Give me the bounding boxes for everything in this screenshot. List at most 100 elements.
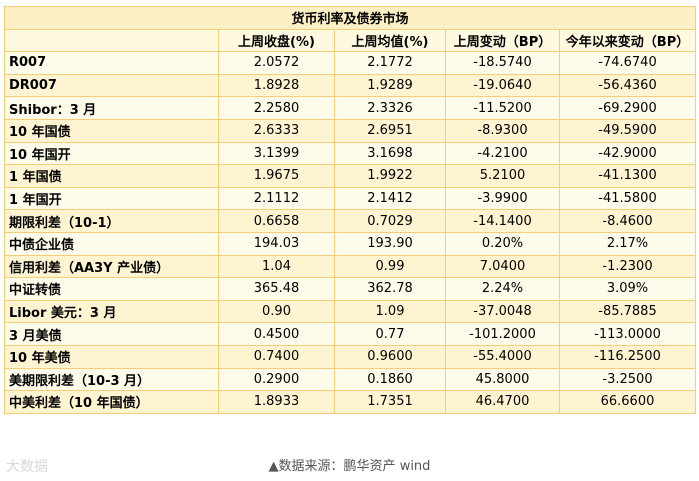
- value-cell: -101.2000: [445, 322, 560, 346]
- value-cell: 5.2100: [445, 164, 560, 188]
- source-footer: ▲数据来源：鹏华资产 wind: [268, 459, 431, 474]
- value-cell: 1.09: [334, 299, 446, 324]
- table-row: DR007 1.8928 1.9289 -19.0640 -56.4360: [4, 73, 696, 98]
- table-row: 3 月美债 0.4500 0.77 -101.2000 -113.0000: [4, 322, 696, 346]
- row-label: 1 年国债: [4, 164, 219, 188]
- value-cell: 0.6658: [218, 209, 335, 233]
- row-label: DR007: [4, 73, 219, 98]
- value-cell: 2.6951: [334, 118, 446, 143]
- value-cell: 45.8000: [445, 367, 560, 392]
- value-cell: -4.2100: [445, 141, 560, 166]
- table-title-row: 货币利率及债券市场: [4, 6, 696, 30]
- value-cell: 365.48: [218, 277, 335, 301]
- table-row: 中美利差（10 年国债） 1.8933 1.7351 46.4700 66.6600: [4, 390, 696, 414]
- value-cell: -113.0000: [559, 322, 696, 346]
- value-cell: -56.4360: [559, 73, 696, 98]
- value-cell: 66.6600: [559, 390, 696, 414]
- value-cell: -11.5200: [445, 96, 560, 120]
- row-label: 信用利差（AA3Y 产业债）: [4, 254, 219, 279]
- header-cell: 今年以来变动（BP）: [559, 28, 696, 53]
- value-cell: -1.2300: [559, 254, 696, 279]
- table-row: 10 年美债 0.7400 0.9600 -55.4000 -116.2500: [4, 344, 696, 369]
- row-label: 中美利差（10 年国债）: [4, 390, 219, 414]
- value-cell: -41.1300: [559, 164, 696, 188]
- value-cell: 0.99: [334, 254, 446, 279]
- value-cell: 0.2900: [218, 367, 335, 392]
- value-cell: 2.1112: [218, 186, 335, 211]
- table-row: 1 年国债 1.9675 1.9922 5.2100 -41.1300: [4, 164, 696, 188]
- value-cell: 0.7400: [218, 344, 335, 369]
- table-row: 1 年国开 2.1112 2.1412 -3.9900 -41.5800: [4, 186, 696, 211]
- value-cell: 2.0572: [218, 51, 335, 75]
- value-cell: 2.1772: [334, 51, 446, 75]
- row-label: 中债企业债: [4, 231, 219, 256]
- table-row: 中债企业债 194.03 193.90 0.20% 2.17%: [4, 231, 696, 256]
- value-cell: 1.8933: [218, 390, 335, 414]
- value-cell: 1.04: [218, 254, 335, 279]
- value-cell: 0.1860: [334, 367, 446, 392]
- value-cell: -37.0048: [445, 299, 560, 324]
- value-cell: 1.9922: [334, 164, 446, 188]
- row-label: 3 月美债: [4, 322, 219, 346]
- value-cell: 2.1412: [334, 186, 446, 211]
- value-cell: -3.9900: [445, 186, 560, 211]
- row-label: Shibor：3 月: [4, 96, 219, 120]
- row-label: Libor 美元：3 月: [4, 299, 219, 324]
- value-cell: 193.90: [334, 231, 446, 256]
- value-cell: 0.9600: [334, 344, 446, 369]
- value-cell: -42.9000: [559, 141, 696, 166]
- watermark: 大数据: [6, 459, 48, 475]
- value-cell: 2.24%: [445, 277, 560, 301]
- row-label: 10 年国开: [4, 141, 219, 166]
- value-cell: -74.6740: [559, 51, 696, 75]
- value-cell: -14.1400: [445, 209, 560, 233]
- table-row: R007 2.0572 2.1772 -18.5740 -74.6740: [4, 51, 696, 75]
- value-cell: 2.17%: [559, 231, 696, 256]
- value-cell: 1.7351: [334, 390, 446, 414]
- value-cell: 0.7029: [334, 209, 446, 233]
- row-label: 1 年国开: [4, 186, 219, 211]
- value-cell: 7.0400: [445, 254, 560, 279]
- value-cell: 0.20%: [445, 231, 560, 256]
- row-label: 中证转债: [4, 277, 219, 301]
- value-cell: 1.8928: [218, 73, 335, 98]
- row-label: 期限利差（10-1）: [4, 209, 219, 233]
- value-cell: -3.2500: [559, 367, 696, 392]
- table-row: Shibor：3 月 2.2580 2.3326 -11.5200 -69.2900: [4, 96, 696, 120]
- table-row: 中证转债 365.48 362.78 2.24% 3.09%: [4, 277, 696, 301]
- header-cell-blank: [4, 28, 219, 53]
- value-cell: 0.77: [334, 322, 446, 346]
- table-row: 期限利差（10-1） 0.6658 0.7029 -14.1400 -8.4600: [4, 209, 696, 233]
- rates-table: 货币利率及债券市场 上周收盘(%) 上周均值(%) 上周变动（BP） 今年以来变动（B…: [4, 6, 696, 414]
- header-cell: 上周变动（BP）: [445, 28, 560, 53]
- table-row: Libor 美元：3 月 0.90 1.09 -37.0048 -85.7885: [4, 299, 696, 324]
- table-header-row: 上周收盘(%) 上周均值(%) 上周变动（BP） 今年以来变动（BP）: [4, 28, 696, 53]
- value-cell: 0.90: [218, 299, 335, 324]
- row-label: 10 年国债: [4, 118, 219, 143]
- value-cell: 0.4500: [218, 322, 335, 346]
- value-cell: 3.1698: [334, 141, 446, 166]
- header-cell: 上周收盘(%): [218, 28, 335, 53]
- value-cell: -19.0640: [445, 73, 560, 98]
- value-cell: 2.2580: [218, 96, 335, 120]
- row-label: R007: [4, 51, 219, 75]
- value-cell: 1.9675: [218, 164, 335, 188]
- value-cell: 194.03: [218, 231, 335, 256]
- value-cell: 362.78: [334, 277, 446, 301]
- table-row: 美期限利差（10-3 月） 0.2900 0.1860 45.8000 -3.2500: [4, 367, 696, 392]
- value-cell: -18.5740: [445, 51, 560, 75]
- value-cell: 3.1399: [218, 141, 335, 166]
- table-body: R007 2.0572 2.1772 -18.5740 -74.6740 DR007 1.8…: [4, 51, 696, 414]
- value-cell: -41.5800: [559, 186, 696, 211]
- row-label: 10 年美债: [4, 344, 219, 369]
- value-cell: 2.6333: [218, 118, 335, 143]
- value-cell: -69.2900: [559, 96, 696, 120]
- value-cell: -8.9300: [445, 118, 560, 143]
- header-cell: 上周均值(%): [334, 28, 446, 53]
- row-label: 美期限利差（10-3 月）: [4, 367, 219, 392]
- table-title: 货币利率及债券市场: [4, 6, 696, 30]
- value-cell: 3.09%: [559, 277, 696, 301]
- value-cell: -116.2500: [559, 344, 696, 369]
- table-row: 信用利差（AA3Y 产业债） 1.04 0.99 7.0400 -1.2300: [4, 254, 696, 279]
- table-row: 10 年国债 2.6333 2.6951 -8.9300 -49.5900: [4, 118, 696, 143]
